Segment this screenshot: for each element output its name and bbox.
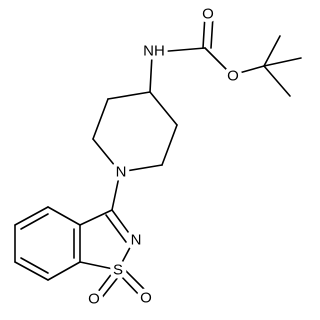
bond bbox=[79, 209, 113, 226]
bond bbox=[93, 271, 114, 298]
bond bbox=[105, 214, 127, 243]
bond bbox=[204, 47, 233, 76]
bond bbox=[263, 35, 281, 67]
bond bbox=[202, 14, 206, 49]
bond bbox=[20, 213, 49, 230]
bond bbox=[20, 257, 49, 274]
bond bbox=[149, 91, 178, 126]
atom-label: O bbox=[227, 68, 239, 85]
bond bbox=[231, 65, 265, 76]
bond bbox=[111, 209, 135, 241]
bond bbox=[117, 239, 135, 271]
bond bbox=[14, 206, 49, 226]
bond bbox=[119, 164, 163, 173]
atom-label: N bbox=[116, 164, 127, 181]
bond bbox=[14, 261, 49, 281]
bond bbox=[47, 206, 81, 226]
atom-label: N bbox=[131, 232, 142, 249]
atom-label: O bbox=[202, 6, 214, 23]
bond bbox=[263, 65, 291, 97]
atom-label: NH bbox=[143, 43, 165, 60]
bond bbox=[156, 47, 206, 53]
bond bbox=[161, 124, 178, 166]
atom-label: S bbox=[113, 262, 123, 279]
bond bbox=[149, 54, 153, 93]
bond bbox=[124, 269, 149, 294]
bond bbox=[210, 15, 214, 49]
atom-label: O bbox=[140, 290, 152, 307]
bonds bbox=[14, 14, 302, 301]
bond bbox=[92, 98, 109, 140]
bond bbox=[107, 91, 151, 100]
bond bbox=[92, 138, 121, 173]
atom-label: O bbox=[88, 291, 100, 308]
bond bbox=[79, 261, 119, 271]
bond bbox=[119, 274, 143, 299]
bond bbox=[47, 261, 81, 281]
bond bbox=[111, 171, 121, 211]
bond bbox=[263, 57, 302, 67]
bond bbox=[99, 275, 120, 301]
